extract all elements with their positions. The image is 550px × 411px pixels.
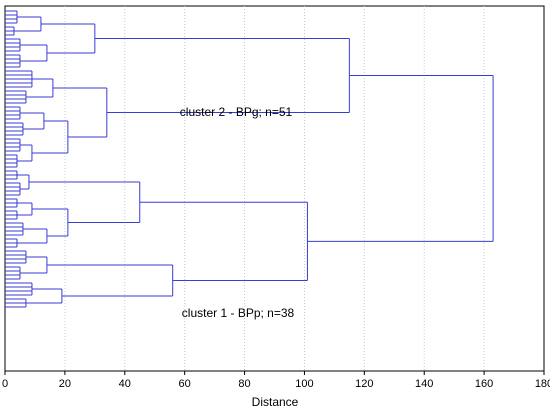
x-tick-label: 120 [355, 378, 373, 390]
x-tick-label: 20 [59, 378, 71, 390]
grid-lines [64, 6, 485, 371]
x-tick-label: 140 [415, 378, 433, 390]
plot-area [4, 5, 545, 372]
x-tick-label: 0 [2, 378, 8, 390]
x-axis-ticks: 0 20 40 60 80 100 120 140 160 180 [2, 371, 550, 390]
x-tick-label: 160 [475, 378, 493, 390]
dendrogram-tree [5, 10, 494, 308]
x-tick-label: 100 [295, 378, 313, 390]
cluster-2-annotation: cluster 2 - BPg; n=51 [180, 105, 293, 119]
x-tick-label: 60 [179, 378, 191, 390]
x-axis-label: Distance [252, 395, 299, 409]
x-tick-label: 80 [238, 378, 250, 390]
x-tick-label: 40 [119, 378, 131, 390]
x-tick-label: 180 [535, 378, 550, 390]
cluster-1-annotation: cluster 1 - BPp; n=38 [182, 306, 295, 320]
